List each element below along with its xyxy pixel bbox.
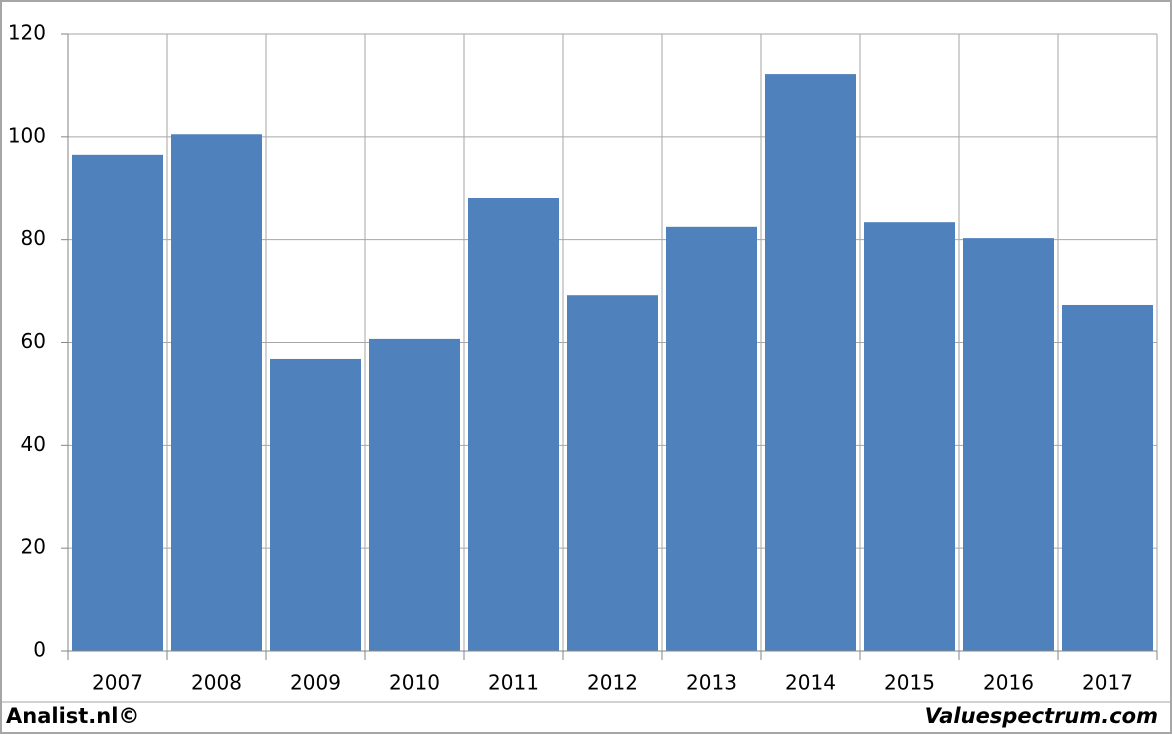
x-tick-label: 2012	[587, 671, 638, 695]
x-tick-label: 2010	[389, 671, 440, 695]
y-tick-label: 40	[21, 432, 46, 456]
bar	[666, 226, 757, 651]
bar	[270, 358, 361, 651]
bar	[963, 238, 1054, 652]
x-tick-label: 2011	[488, 671, 539, 695]
bar	[765, 74, 856, 652]
y-tick-label: 80	[21, 226, 46, 250]
x-tick-label: 2008	[191, 671, 242, 695]
x-tick-label: 2013	[686, 671, 737, 695]
bar	[72, 154, 163, 651]
y-tick-label: 120	[8, 21, 46, 45]
bar	[567, 295, 658, 651]
y-tick-label: 0	[33, 638, 46, 662]
bar	[1062, 304, 1153, 651]
bar	[468, 198, 559, 651]
x-tick-label: 2009	[290, 671, 341, 695]
bar	[369, 338, 460, 651]
y-tick-label: 60	[21, 329, 46, 353]
footer-right: Valuespectrum.com	[925, 704, 1158, 728]
bar	[171, 134, 262, 651]
x-tick-label: 2014	[785, 671, 836, 695]
x-tick-label: 2016	[983, 671, 1034, 695]
x-tick-label: 2007	[92, 671, 143, 695]
bar	[864, 222, 955, 651]
x-tick-label: 2015	[884, 671, 935, 695]
footer-left: Analist.nl©	[6, 704, 139, 728]
x-tick-label: 2017	[1082, 671, 1133, 695]
y-tick-label: 20	[21, 535, 46, 559]
y-tick-label: 100	[8, 123, 46, 147]
